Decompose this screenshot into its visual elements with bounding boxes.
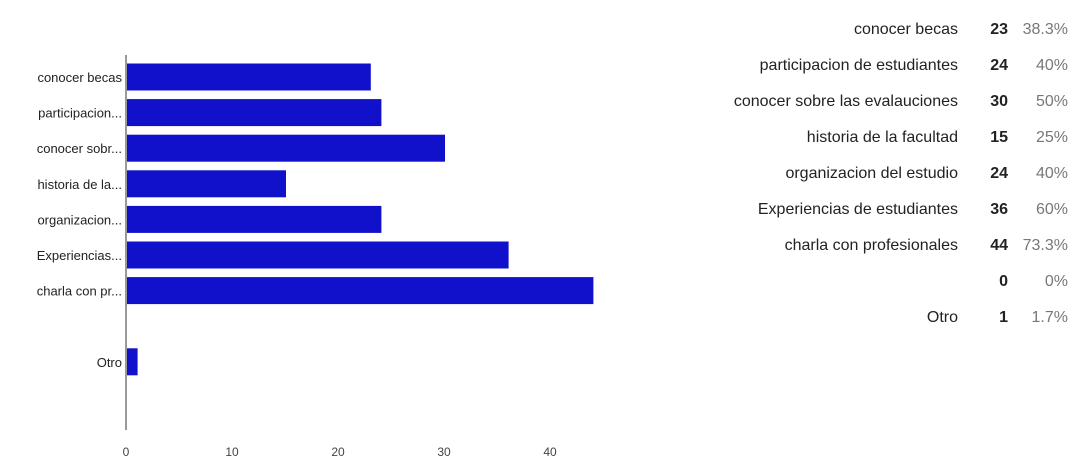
summary-count: 15 (990, 129, 1008, 146)
bar-1 (127, 63, 371, 91)
category-label: charla con pr... (37, 284, 122, 299)
category-label: conocer becas (37, 70, 122, 85)
summary-row: Experiencias de estudiantes 36 60% (640, 192, 1068, 228)
summary-percent: 25% (1035, 129, 1068, 146)
summary-percent: 60% (1035, 201, 1068, 218)
bar-3 (127, 134, 445, 162)
x-tick-labels: 0 10 20 30 40 (123, 445, 557, 459)
summary-row: charla con profesionales 44 73.3% (640, 228, 1068, 264)
bar-5 (127, 205, 382, 233)
category-label: conocer sobr... (37, 141, 122, 156)
summary-percent: 40% (1035, 165, 1068, 182)
summary-row: conocer becas 23 38.3% (640, 12, 1068, 48)
summary-label: conocer becas (853, 21, 958, 38)
category-label: participacion... (38, 106, 122, 121)
summary-label: Otro (926, 309, 958, 326)
summary-count: 24 (990, 165, 1008, 182)
summary-percent: 38.3% (1022, 21, 1068, 38)
summary-row: Otro 1 1.7% (640, 300, 1068, 336)
summary-percent: 0% (1044, 273, 1068, 290)
summary-count: 36 (990, 201, 1008, 218)
category-label: Experiencias... (37, 248, 122, 263)
x-tick-label: 40 (543, 445, 557, 459)
summary-percent: 73.3% (1022, 237, 1068, 254)
summary-label: Experiencias de estudiantes (757, 201, 958, 218)
summary-percent: 40% (1035, 57, 1068, 74)
bar-7 (127, 277, 594, 305)
category-label: historia de la... (37, 177, 122, 192)
summary-count: 0 (999, 273, 1008, 290)
summary-label: participacion de estudiantes (759, 57, 958, 74)
summary-label: historia de la facultad (806, 129, 958, 146)
response-summary-table: conocer becas 23 38.3% participacion de est… (640, 12, 1068, 336)
summary-count: 30 (990, 93, 1008, 110)
summary-count: 1 (999, 309, 1008, 326)
summary-row: participacion de estudiantes 24 40% (640, 48, 1068, 84)
x-tick-label: 0 (123, 445, 130, 459)
x-tick-label: 20 (331, 445, 345, 459)
bar-6 (127, 241, 509, 269)
bar-9 (127, 348, 138, 376)
bar-2 (127, 99, 382, 127)
summary-count: 44 (990, 237, 1008, 254)
summary-row: 0 0% (640, 264, 1068, 300)
x-tick-label: 10 (225, 445, 239, 459)
bar-chart: conocer becas participacion... conocer sob… (37, 55, 594, 459)
category-label: organizacion... (37, 212, 122, 227)
summary-row: organizacion del estudio 24 40% (640, 156, 1068, 192)
category-labels: conocer becas participacion... conocer sob… (37, 70, 123, 370)
summary-count: 23 (990, 21, 1008, 38)
summary-label (640, 264, 958, 300)
summary-label: conocer sobre las evalauciones (733, 93, 958, 110)
bars-group (127, 63, 594, 376)
bar-4 (127, 170, 286, 198)
x-tick-label: 30 (437, 445, 451, 459)
summary-count: 24 (990, 57, 1008, 74)
summary-label: organizacion del estudio (785, 165, 958, 182)
summary-percent: 1.7% (1031, 309, 1068, 326)
summary-row: historia de la facultad 15 25% (640, 120, 1068, 156)
summary-percent: 50% (1035, 93, 1068, 110)
category-label: Otro (97, 355, 122, 370)
summary-label: charla con profesionales (784, 237, 958, 254)
summary-row: conocer sobre las evalauciones 30 50% (640, 84, 1068, 120)
